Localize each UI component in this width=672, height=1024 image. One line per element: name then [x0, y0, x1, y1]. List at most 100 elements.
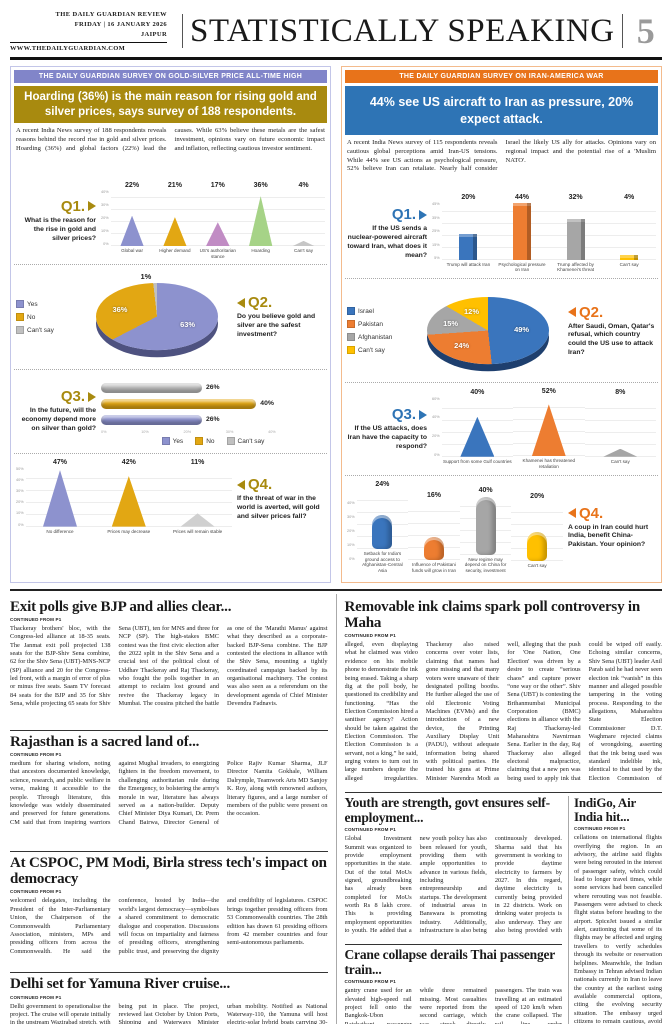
y-axis: 50% 40% 30% 20% 10% 0%: [16, 466, 24, 527]
chart-column: 22% Global war: [110, 182, 154, 259]
pyramid-shape: [531, 404, 566, 457]
value-label: 4%: [624, 194, 635, 202]
bar: [101, 398, 257, 409]
q4-label-area: Q4. If the threat of war in the world is…: [237, 476, 325, 521]
legend-swatch: [16, 300, 24, 309]
masthead-city: JAIPUR: [140, 30, 168, 38]
prices-fall-pyramid-chart: 50% 40% 30% 20% 10% 0% 47% No difference 42% Pric…: [16, 459, 232, 540]
survey-kicker: THE DAILY GUARDIAN SURVEY ON GOLD-SILVER…: [14, 70, 327, 84]
q2-label-area: Q2. Do you believe gold and silver are t…: [237, 294, 325, 339]
y-axis: 40% 30% 20% 10% 0%: [101, 190, 109, 247]
lower-right-row: Youth are strength, govt ensures self-em…: [344, 792, 662, 1024]
article-crane-collapse: Crane collapse derails Thai passenger tr…: [344, 944, 562, 1024]
continued-kicker: CONTINUED FROM P1: [10, 994, 62, 1000]
continued-kicker: CONTINUED FROM P1: [344, 827, 396, 833]
q2-label: Q2.: [568, 304, 656, 321]
q4-block: 50% 40% 30% 20% 10% 0% 47% No difference 42% Pric…: [14, 452, 327, 545]
arrow-left-icon: [237, 479, 245, 490]
bar-row: 26%: [101, 414, 325, 425]
article-yamuna-cruise: Delhi set for Yamuna River cruise... CON…: [10, 972, 328, 1024]
masthead: THE DAILY GUARDIAN REVIEW FRIDAY | 16 JA…: [10, 10, 175, 52]
q4-label-area: Q4. A coup in Iran could hurt India, ben…: [568, 505, 656, 550]
value-label: 26%: [205, 416, 220, 424]
legend-label: Yes: [27, 300, 38, 308]
q4-question: If the threat of war in the world is ave…: [237, 495, 320, 520]
right-article-stack: Removable ink claims spark poll controve…: [335, 593, 663, 1024]
continued-kicker: CONTINUED FROM P1: [10, 889, 62, 895]
header-divider: [182, 14, 183, 49]
pyramid-shape: [460, 416, 495, 457]
category-label: Setback for India's ground access to Afg…: [362, 550, 403, 573]
y-axis: 40% 30% 20% 10% 0%: [347, 500, 355, 561]
value-label: 52%: [541, 388, 556, 396]
legend-label: No: [27, 313, 36, 321]
survey-panels: THE DAILY GUARDIAN SURVEY ON GOLD-SILVER…: [0, 60, 672, 584]
value-label: 24%: [375, 480, 390, 488]
article-body: gantry crane used for an elevated high-s…: [344, 987, 562, 1024]
value-label: 4%: [298, 182, 309, 190]
continued-kicker: CONTINUED FROM P1: [10, 752, 62, 758]
legend-swatch: [347, 320, 355, 329]
q3-label-area: Q3. If the US attacks, does Iran have th…: [347, 406, 427, 451]
category-label: Can't say: [610, 458, 630, 464]
article-exit-polls: Exit polls give BJP and allies clear... …: [10, 599, 328, 725]
value-label: 44%: [514, 193, 529, 201]
continued-kicker: CONTINUED FROM P1: [574, 826, 626, 832]
category-label: New regime may depend on China for secur…: [464, 556, 507, 573]
article-headline: IndiGo, Air India hit...: [574, 795, 636, 825]
chart-column: 17% US's authoritarian stance: [196, 182, 240, 259]
bar-shape: [620, 255, 639, 261]
bar-row: 26%: [101, 382, 325, 393]
q2-block: Israel Pakistan Afghanistan Can't say 49% 24…: [345, 278, 658, 382]
legend-swatch: [16, 326, 24, 335]
category-label: Hoarding: [251, 248, 270, 254]
legend-swatch: [161, 437, 170, 446]
page-header: THE DAILY GUARDIAN REVIEW FRIDAY | 16 JA…: [10, 10, 662, 61]
category-label: Can't say: [619, 262, 639, 268]
q1-block: Q1. What is the reason for the rise in g…: [14, 177, 327, 264]
legend-swatch: [226, 437, 235, 446]
chart-column: 52% Khamenei has threatened retaliation: [513, 388, 585, 469]
pie-legend: Yes No Can't say: [16, 300, 76, 335]
chart-column: 44% Psychological pressure on Iran: [495, 194, 549, 273]
chart-column: 47% No difference: [25, 459, 95, 540]
chart-column: 42% Prices may decrease: [94, 458, 164, 540]
header-divider: [621, 14, 623, 49]
pyramid-shape: [180, 513, 215, 527]
survey-intro: A recent India News survey of 115 respon…: [347, 138, 656, 173]
q3-block: Q3. In the future, will the economy depe…: [14, 368, 327, 453]
chart-column: 32% Trump affected by Khamenei's threat: [548, 194, 603, 273]
value-label: 20%: [530, 492, 545, 500]
arrow-left-icon: [568, 508, 576, 518]
survey-headline: 44% see US aircraft to Iran as pressure,…: [345, 86, 658, 135]
masthead-date: FRIDAY | 16 JANUARY 2026: [74, 20, 168, 28]
iran-america-survey: THE DAILY GUARDIAN SURVEY ON IRAN-AMERIC…: [341, 66, 662, 583]
category-label: Trump will attack Iran: [446, 262, 491, 268]
y-axis: 45% 35% 25% 15% 5%: [432, 202, 440, 261]
arrow-right-icon: [88, 201, 96, 212]
article-removable-ink: Removable ink claims spark poll controve…: [345, 599, 663, 787]
q2-question: After Saudi, Oman, Qatar's refusal, whic…: [568, 322, 655, 357]
pie-legend: Israel Pakistan Afghanistan Can't say: [347, 307, 407, 355]
legend-item: Can't say: [347, 346, 407, 355]
article-headline: Rajasthan is a sacred land of...: [10, 733, 200, 750]
q2-block: Yes No Can't say 63% 36% 1% Q2. Do you belie…: [14, 264, 327, 368]
legend-item: Can't say: [16, 326, 76, 335]
article-headline: Youth are strength, govt ensures self-em…: [344, 795, 551, 825]
continued-kicker: CONTINUED FROM P1: [344, 633, 396, 639]
survey-headline: Hoarding (36%) is the main reason for ri…: [14, 86, 327, 123]
bar-shape: [513, 203, 531, 260]
value-label: 42%: [121, 458, 136, 466]
q2-label-area: Q2. After Saudi, Oman, Qatar's refusal, …: [568, 304, 656, 358]
value-label: 36%: [253, 182, 268, 190]
value-label: 26%: [205, 384, 220, 392]
cone-shape: [163, 217, 187, 247]
legend-item: Can't say: [226, 437, 264, 446]
chart-column: 21% Higher demand: [153, 182, 197, 259]
q3-label: Q3.: [347, 406, 427, 423]
chart-column: 40% Support from some Gulf countries: [441, 389, 514, 470]
category-label: Prices will remain stable: [172, 528, 223, 534]
cone-shape: [291, 240, 316, 247]
pyramid-shape: [603, 448, 638, 457]
